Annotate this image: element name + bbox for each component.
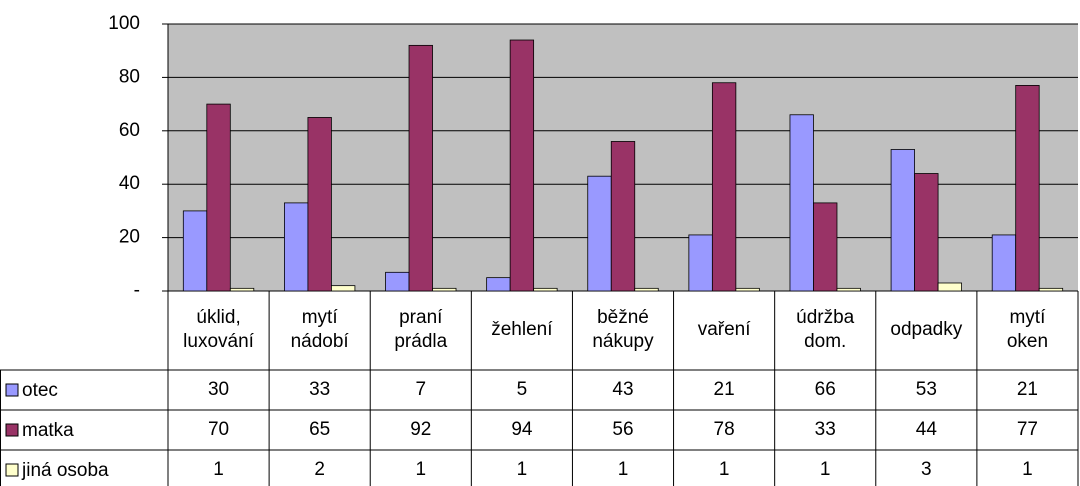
y-tick-label: 100 [108, 13, 140, 34]
table-value: 92 [410, 419, 431, 440]
bar [1038, 287, 1064, 292]
table-value: 1 [618, 459, 629, 480]
table-value: 70 [208, 419, 229, 440]
bar [432, 287, 457, 292]
table-value: 56 [612, 419, 633, 440]
bar [836, 287, 861, 292]
table-value: 1 [820, 459, 831, 480]
legend-swatch [5, 463, 19, 477]
bar [711, 82, 737, 292]
bar [331, 285, 356, 292]
bar [1015, 85, 1040, 292]
x-tick-label: vaření [698, 319, 752, 340]
x-tick-label: mytí nádobí [291, 307, 350, 352]
table-value: 1 [517, 459, 528, 480]
table-value: 3 [921, 459, 932, 480]
table-value: 30 [208, 379, 229, 400]
table-value: 66 [815, 379, 836, 400]
table-value: 53 [916, 379, 937, 400]
table-value: 1 [213, 459, 224, 480]
bar [688, 234, 713, 292]
x-tick-label: běžné nákupy [592, 307, 654, 352]
legend-label: jiná osoba [21, 460, 109, 481]
bar [813, 202, 838, 292]
bar [486, 277, 511, 292]
bar [385, 271, 410, 292]
table-value: 33 [815, 419, 836, 440]
bar [587, 175, 612, 292]
table-value: 1 [415, 459, 426, 480]
bar [634, 287, 659, 292]
y-tick-label: 20 [119, 227, 140, 248]
x-tick-label: praní prádla [394, 307, 447, 352]
table-value: 5 [517, 379, 528, 400]
bar [229, 287, 255, 292]
x-tick-label: mytí oken [1007, 307, 1048, 352]
x-tick-label: úklid, luxování [183, 307, 254, 352]
bar [509, 39, 535, 292]
table-value: 1 [719, 459, 730, 480]
bar [206, 103, 231, 292]
table-value: 65 [309, 419, 330, 440]
y-tick-label: 60 [119, 120, 140, 141]
table-value: 94 [511, 419, 533, 440]
table-value: 7 [415, 379, 426, 400]
bar [182, 210, 208, 292]
bar [937, 282, 962, 292]
bar [789, 114, 814, 292]
bar [890, 149, 915, 292]
y-tick-label: 40 [119, 173, 140, 194]
table-value: 2 [314, 459, 325, 480]
table-value: 43 [612, 379, 633, 400]
table-value: 44 [916, 419, 938, 440]
table-value: 1 [1022, 459, 1033, 480]
bar [408, 44, 433, 292]
legend-label: matka [22, 420, 74, 441]
x-tick-label: údržba dom. [796, 307, 855, 352]
x-tick-label: žehlení [491, 319, 553, 340]
table-value: 77 [1017, 419, 1038, 440]
bar [284, 202, 309, 292]
table-value: 21 [714, 379, 735, 400]
bar [610, 141, 636, 292]
bar [307, 117, 332, 292]
y-tick-label: 80 [119, 66, 140, 87]
bar [533, 287, 558, 292]
legend-swatch [5, 383, 19, 397]
bar [914, 173, 939, 292]
legend-swatch [5, 423, 19, 437]
x-tick-label: odpadky [890, 319, 962, 340]
bar [991, 234, 1017, 292]
legend-label: otec [22, 380, 58, 401]
table-value: 21 [1017, 379, 1038, 400]
table-value: 78 [714, 419, 735, 440]
bar [735, 287, 760, 292]
y-tick-label: - [134, 280, 140, 301]
table-value: 33 [309, 379, 330, 400]
